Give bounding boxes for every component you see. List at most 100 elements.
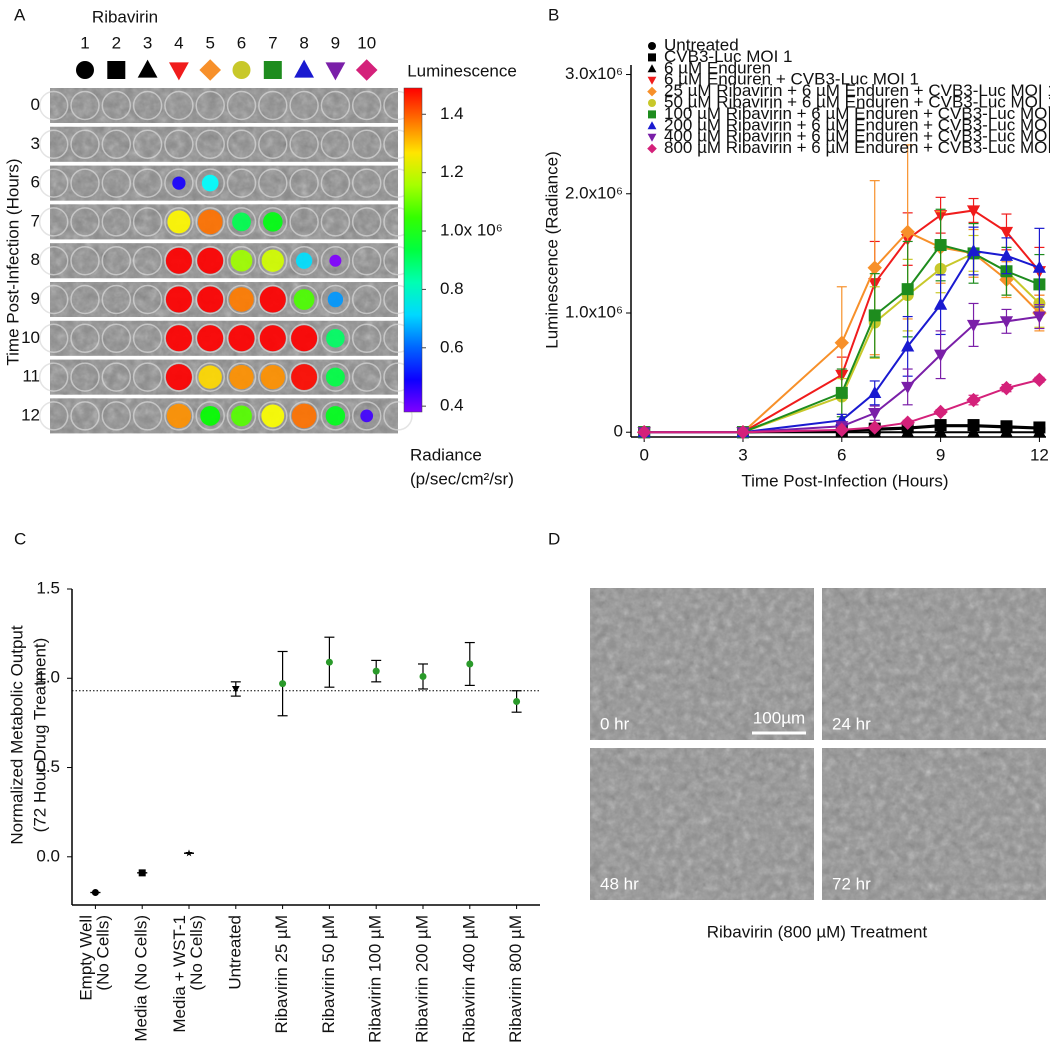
well — [164, 362, 194, 392]
well — [38, 90, 69, 121]
marker — [232, 61, 251, 79]
well — [289, 168, 319, 198]
y-tick-label: 0 — [614, 422, 623, 441]
well — [195, 168, 225, 198]
row-label: 7 — [31, 211, 40, 230]
well — [258, 323, 288, 354]
well — [195, 129, 225, 160]
well — [101, 401, 132, 431]
luminescence-spot — [329, 254, 342, 267]
time-label: 0 hr — [600, 714, 630, 733]
marker — [834, 422, 849, 438]
well — [289, 90, 319, 121]
well — [164, 284, 194, 315]
well — [320, 284, 351, 315]
y-axis-label: (72 Hour Drug Treatment) — [30, 638, 49, 833]
marker — [636, 425, 652, 440]
micrograph-texture — [590, 748, 814, 900]
well — [320, 168, 351, 198]
micrograph-texture — [822, 748, 1046, 900]
well — [101, 362, 132, 392]
x-tick-label: Media (No Cells) — [132, 915, 151, 1042]
luminescence-spot — [325, 367, 345, 387]
luminescence-spot — [172, 176, 186, 190]
well — [101, 323, 132, 354]
marker — [967, 419, 980, 432]
luminescence-spot — [325, 406, 346, 426]
luminescence-spot — [229, 364, 254, 390]
row-label: 11 — [22, 367, 40, 386]
marker — [647, 133, 657, 142]
marker — [372, 667, 380, 675]
well — [70, 284, 100, 315]
well — [70, 90, 100, 121]
well — [164, 168, 194, 198]
legend-label: 100 µM Ribavirin + 6 µM Enduren + CVB3-L… — [664, 104, 1050, 123]
colorbar-tick-label: 1.0x 10⁶ — [440, 221, 503, 240]
row-label: 12 — [21, 405, 40, 424]
marker — [999, 248, 1014, 261]
marker — [834, 335, 849, 351]
marker — [966, 205, 981, 218]
row-label: 8 — [31, 250, 40, 269]
marker — [263, 61, 282, 79]
well — [320, 129, 351, 160]
well — [195, 207, 225, 237]
luminescence-spot — [197, 209, 223, 235]
x-tick-label: 12 — [1030, 445, 1049, 464]
well — [289, 323, 319, 354]
legend-label: Untreated — [664, 35, 739, 54]
well — [132, 207, 163, 237]
marker — [1032, 311, 1047, 324]
x-tick-label: Untreated — [225, 915, 244, 990]
colorbar-unit: (p/sec/cm²/sr) — [410, 469, 514, 488]
luminescence-spot — [165, 247, 192, 274]
well — [351, 362, 382, 392]
luminescence-spot — [327, 291, 344, 308]
marker — [647, 86, 657, 97]
colorbar-tick-label: 0.4 — [440, 396, 464, 415]
marker — [966, 244, 981, 257]
well — [289, 362, 319, 392]
well — [164, 207, 194, 237]
luminescence-spot — [326, 329, 345, 348]
well — [289, 129, 319, 160]
well — [258, 284, 288, 315]
legend-label: 6 µM Enduren + CVB3-Luc MOI 1 — [664, 70, 919, 89]
luminescence-spot — [291, 364, 318, 391]
marker — [1032, 372, 1047, 387]
panel-label: D — [548, 529, 560, 548]
well — [101, 284, 132, 315]
column-label: 10 — [357, 33, 376, 52]
well — [226, 401, 257, 431]
colorbar-title: Luminescence — [407, 61, 517, 80]
legend-label: 25 µM Ribavirin + 6 µM Enduren + CVB3-Lu… — [664, 81, 1050, 100]
legend-label: 400 µM Ribavirin + 6 µM Enduren + CVB3-L… — [664, 127, 1050, 146]
marker — [901, 381, 915, 394]
luminescence-spot — [197, 286, 224, 313]
marker — [867, 420, 882, 435]
well — [132, 284, 163, 315]
column-label: 8 — [299, 33, 308, 52]
well — [38, 168, 69, 198]
y-tick-label: 2.0x10⁶ — [565, 183, 623, 202]
luminescence-spot — [291, 325, 318, 352]
well — [164, 323, 194, 354]
time-label: 24 hr — [832, 714, 871, 733]
well — [132, 129, 163, 160]
well — [164, 245, 194, 276]
marker — [325, 62, 346, 81]
marker — [231, 686, 240, 694]
well — [101, 207, 132, 237]
well — [164, 401, 194, 431]
luminescence-spot — [260, 364, 285, 390]
colorbar-tick-label: 0.6 — [440, 337, 464, 356]
luminescence-spot — [261, 249, 284, 272]
marker — [934, 425, 948, 438]
y-axis-label: Time Post-Infection (Hours) — [3, 158, 22, 365]
well — [195, 401, 225, 431]
marker — [648, 53, 656, 62]
marker — [138, 869, 146, 877]
